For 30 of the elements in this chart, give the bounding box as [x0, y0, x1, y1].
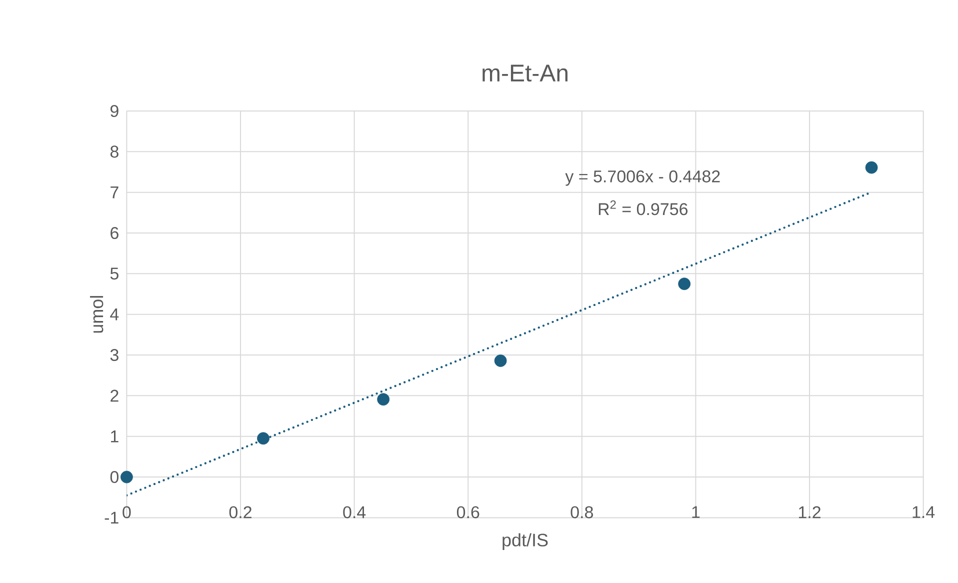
y-axis-title: umol: [90, 296, 104, 333]
y-tick-label: 6: [110, 226, 118, 240]
point: [257, 432, 270, 445]
y-tick-label: 0: [110, 471, 119, 484]
point: [865, 161, 878, 174]
point: [377, 393, 390, 406]
chart-title: m-Et-An: [482, 64, 568, 82]
x-tick-label: 0.6: [456, 506, 480, 518]
y-tick-label: -1: [104, 512, 118, 524]
y-tick-label: 4: [110, 308, 119, 320]
y-tick-label: 9: [110, 104, 118, 118]
x-tick-label: 0.8: [570, 506, 593, 518]
y-tick-label: 7: [110, 186, 118, 198]
y-tick-label: 5: [110, 268, 118, 280]
point: [494, 354, 507, 367]
x-tick-label: 1: [692, 506, 700, 518]
x-axis-title: pdt/IS: [502, 533, 548, 550]
point: [678, 278, 691, 290]
y-tick-label: 1: [111, 430, 118, 442]
x-tick-label: 0.2: [229, 506, 252, 518]
y-tick-label: 8: [110, 146, 118, 158]
y-tick-label: 2: [110, 390, 118, 402]
x-tick-label: 0: [122, 506, 131, 518]
x-tick-label: 1.4: [912, 506, 935, 518]
annotation: R$^{2}$ = 0.9756: [598, 200, 688, 216]
point: [120, 470, 133, 484]
y-tick-label: 3: [110, 348, 118, 362]
annotation: y = 5.7006x - 0.4482: [565, 170, 720, 186]
x-tick-label: 0.4: [343, 506, 366, 518]
x-tick-label: 1.2: [798, 506, 820, 518]
